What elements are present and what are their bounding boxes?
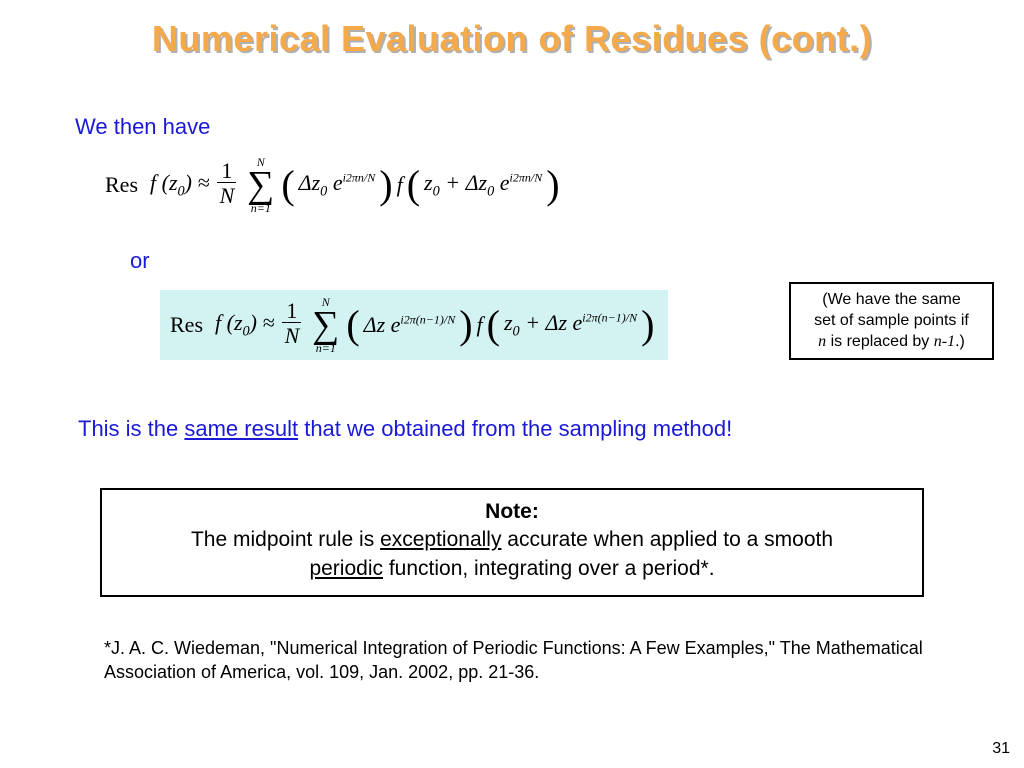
side-line2: set of sample points if [814, 312, 969, 329]
arg-body-2: z0 + Δz ei2π(n−1)/N [504, 310, 637, 340]
equation-1: Res f (z0) ≈ 1 N N ∑ n=1 ( Δz0 ei2πn/N )… [105, 156, 560, 214]
same-pre: This is the [78, 416, 184, 441]
f-z0: f (z0) ≈ [150, 170, 210, 200]
rparen-1: ) [379, 169, 392, 201]
sum-sigma-2: N ∑ n=1 [312, 296, 339, 354]
equation-2-box: Res f (z0) ≈ 1 N N ∑ n=1 ( Δz ei2π(n−1)/… [160, 290, 668, 360]
note-box: Note: The midpoint rule is exceptionally… [100, 488, 924, 597]
side-line1: (We have the same [822, 291, 960, 308]
res-label: Res [105, 172, 138, 198]
or-text: or [130, 248, 150, 274]
side-line3a: is replaced by [826, 333, 934, 350]
delta-z0-1: Δz0 ei2πn/N [299, 170, 376, 200]
res-label-2: Res [170, 312, 203, 338]
arg-body: z0 + Δz0 ei2πn/N [424, 170, 542, 200]
rparen-2: ) [546, 169, 559, 201]
sum-sigma: N ∑ n=1 [247, 156, 274, 214]
side-line3b: .) [955, 333, 965, 350]
note-heading: Note: [120, 498, 904, 526]
note-body: The midpoint rule is exceptionally accur… [120, 526, 904, 583]
f-z0-2: f (z0) ≈ [215, 310, 275, 340]
same-post: that we obtained from the sampling metho… [298, 416, 732, 441]
delta-z-2: Δz ei2π(n−1)/N [364, 312, 456, 338]
intro-text: We then have [75, 114, 210, 140]
lparen-4: ( [487, 309, 500, 341]
f-open: f [397, 172, 403, 198]
page-number: 31 [992, 740, 1010, 758]
same-result-text: This is the same result that we obtained… [78, 416, 732, 442]
slide-title: Numerical Evaluation of Residues (cont.) [0, 18, 1024, 60]
lparen-3: ( [346, 309, 359, 341]
side-note-box: (We have the same set of sample points i… [789, 282, 994, 360]
rparen-3: ) [459, 309, 472, 341]
citation-text: *J. A. C. Wiedeman, "Numerical Integrati… [104, 636, 924, 685]
side-n: n [818, 333, 826, 350]
rparen-4: ) [641, 309, 654, 341]
same-ul: same result [184, 416, 298, 441]
lparen-1: ( [281, 169, 294, 201]
one-over-N-2: 1 N [281, 300, 304, 349]
side-nm1: n-1 [934, 333, 955, 350]
f-open-2: f [477, 312, 483, 338]
one-over-N: 1 N [216, 160, 239, 209]
lparen-2: ( [407, 169, 420, 201]
